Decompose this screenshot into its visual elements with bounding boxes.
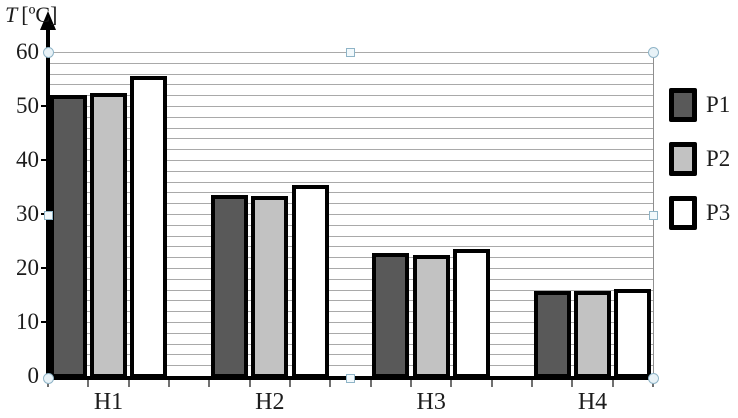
bar-H2-P1[interactable] [210,195,248,378]
y-tick-label: 20 [16,255,39,280]
gridline [48,343,653,345]
y-axis-arrowhead-icon [40,11,56,30]
gridline [48,127,653,129]
gridline [48,84,653,86]
selection-handle-bottom-left[interactable] [42,372,54,384]
gridline [48,106,653,107]
bar-H3-P3[interactable] [452,249,490,378]
x-axis-tick [208,380,211,387]
gridline [48,170,653,172]
gridline [48,322,653,323]
bar-H3-P1[interactable] [372,252,410,378]
selection-handle-bottom-right[interactable] [647,372,659,384]
bar-H2-P3[interactable] [291,184,329,378]
y-tick-label: 10 [16,309,39,334]
gridline [48,365,653,367]
x-axis-tick [127,380,130,387]
gridline [48,246,653,248]
y-axis-tick [41,321,54,323]
x-axis-tick [531,380,533,387]
category-label-h3: H3 [416,389,446,415]
legend-entry-p3[interactable]: P3 [669,196,730,230]
x-axis-tick [248,380,251,387]
x-axis-tick [168,380,170,387]
gridline [48,224,653,226]
gridline [48,192,653,194]
legend-swatch-p2[interactable] [669,142,697,176]
gridline [48,289,653,291]
y-tick-label: 60 [16,39,39,64]
category-label-h2: H2 [255,389,285,415]
category-label-h1: H1 [93,389,124,415]
x-axis-tick [329,380,332,387]
x-axis-tick [490,380,493,387]
gridline [48,138,653,140]
gridline [48,278,653,280]
y-tick-label: 40 [16,147,39,172]
selection-handle-top-middle[interactable] [346,47,355,57]
y-axis-tick [41,105,54,107]
bar-H3-P2[interactable] [412,255,450,378]
selection-handle-left-middle[interactable] [43,210,53,220]
gridline [48,300,653,302]
x-axis-tick [369,380,372,387]
gridline [48,116,653,118]
legend-label: P1 [706,92,731,117]
gridline [48,311,653,313]
legend: P1 P2 P3 [669,88,730,230]
gridline [48,95,653,97]
gridline [48,354,653,356]
legend-label: P3 [706,200,731,225]
gridline [48,214,653,215]
bar-H1-P1[interactable] [49,95,87,378]
bar-H2-P2[interactable] [251,195,289,378]
gridline [48,160,653,161]
x-axis-tick [47,380,49,387]
gridline [48,73,653,75]
x-axis-tick [410,380,412,387]
gridline [48,235,653,237]
bar-H4-P3[interactable] [614,289,652,378]
y-axis-line [46,24,50,380]
y-axis-symbol: T [5,2,18,27]
bar-H1-P3[interactable] [130,76,168,378]
legend-entry-p2[interactable]: P2 [669,142,730,176]
y-axis-title: T [ºC] [5,3,57,27]
x-axis-tick [450,380,453,387]
selection-handle-bottom-middle[interactable] [346,373,355,383]
legend-swatch-p3[interactable] [669,196,697,230]
legend-swatch-p1[interactable] [669,88,697,122]
legend-label: P2 [706,146,731,171]
x-axis-tick [289,380,291,387]
gridline [48,257,653,259]
category-label-h4: H4 [577,389,608,415]
gridline [48,149,653,151]
y-tick-label: 0 [27,363,40,388]
gridline [48,268,653,269]
x-axis-tick [611,380,614,387]
x-axis-tick [652,380,654,387]
bar-H4-P2[interactable] [573,291,611,378]
y-tick-label: 30 [16,201,39,226]
gridline [48,203,653,205]
y-axis-unit: [ºC] [21,2,58,27]
y-tick-label: 50 [16,93,39,118]
y-axis-tick [41,159,54,161]
selection-handle-right-middle[interactable] [648,210,658,220]
x-axis-tick [571,380,574,387]
selection-handle-top-right[interactable] [647,46,659,58]
bar-H1-P2[interactable] [89,93,127,378]
bar-H4-P1[interactable] [533,291,571,378]
x-axis-tick [87,380,90,387]
y-axis-tick [41,267,54,269]
legend-entry-p1[interactable]: P1 [669,88,730,122]
gridline [48,181,653,183]
selection-handle-top-left[interactable] [42,46,54,58]
gridline [48,332,653,334]
gridline [48,62,653,64]
